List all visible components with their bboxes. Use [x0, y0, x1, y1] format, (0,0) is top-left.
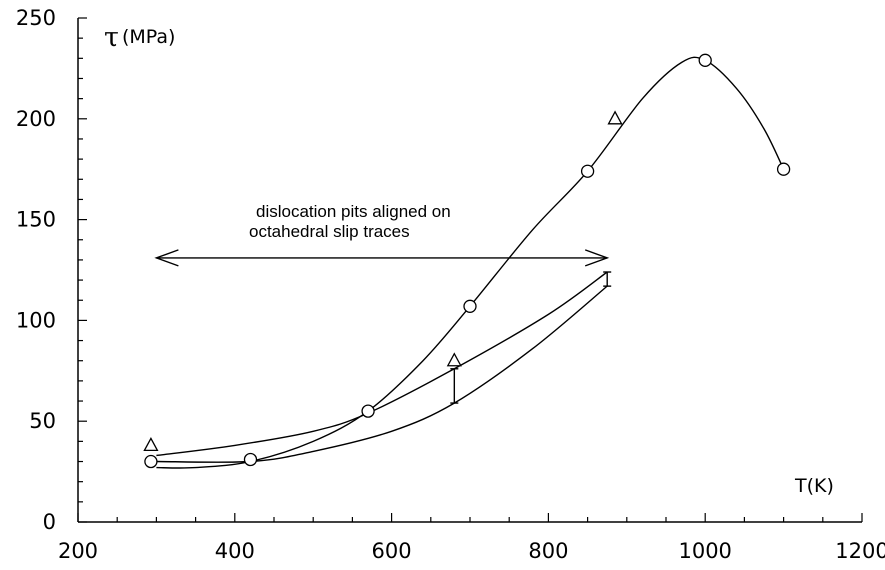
circle-data-point [361, 404, 375, 418]
y-tick-label: 50 [29, 409, 56, 433]
circle-data-point [580, 164, 595, 178]
circle-data-point [463, 299, 477, 313]
x-tick-label: 1200 [835, 539, 885, 563]
triangle-data-point [607, 110, 623, 125]
circle-data-point [243, 452, 258, 467]
x-tick-label: 400 [215, 539, 255, 563]
y-tick-label: 150 [16, 208, 56, 232]
triangle-data-point [446, 352, 462, 367]
y-axis-symbol: τ [104, 22, 119, 53]
circle-data-point [698, 53, 712, 67]
series-2-curve [156, 271, 608, 457]
arrow-head-left [154, 249, 179, 267]
x-tick-label: 1000 [678, 539, 731, 563]
tick-group: 200 400 600 800 1000 1200 0 50 100 150 200 250 [16, 6, 885, 563]
circle-data-point [776, 162, 791, 176]
marker-group [143, 53, 791, 469]
curve-group [156, 56, 785, 469]
arrow-head-right [584, 249, 610, 267]
y-tick-label: 100 [16, 308, 56, 332]
x-tick-label: 800 [528, 539, 568, 563]
y-tick-label: 0 [43, 510, 56, 534]
x-tick-label: 200 [58, 539, 98, 563]
y-tick-label: 250 [16, 6, 56, 30]
x-axis-label: T(K) [794, 475, 834, 497]
y-tick-label: 200 [16, 107, 56, 131]
circle-data-point [144, 454, 158, 469]
annotation-line-1: dislocation pits aligned on [256, 202, 451, 221]
series-0-curve [156, 56, 785, 469]
y-axis-unit: (MPa) [122, 26, 175, 48]
series-3-curve [156, 285, 608, 463]
triangle-data-point [143, 437, 159, 452]
x-tick-label: 600 [372, 539, 412, 563]
annotation-line-2: octahedral slip traces [249, 222, 410, 241]
